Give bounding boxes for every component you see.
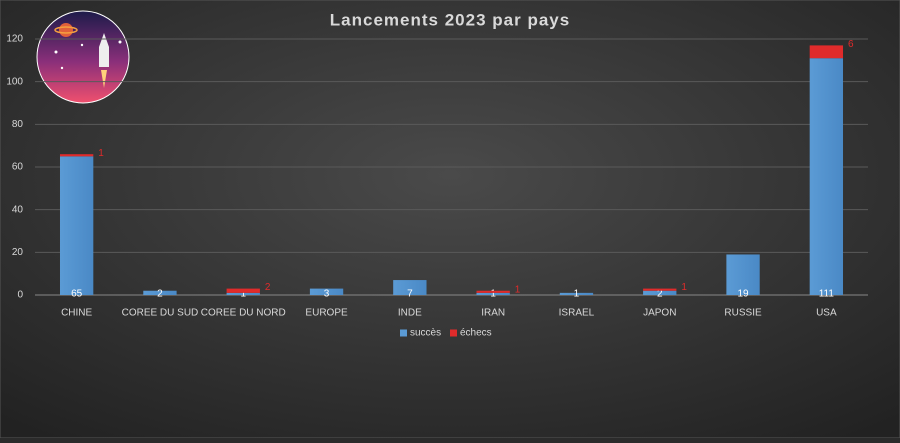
bar-segment bbox=[226, 288, 260, 293]
x-tick-label: USA bbox=[816, 308, 837, 319]
y-tick-label: 40 bbox=[12, 204, 24, 215]
value-label: 1 bbox=[490, 289, 496, 300]
y-tick-label: 100 bbox=[6, 76, 23, 87]
y-tick-label: 20 bbox=[12, 247, 24, 258]
bar-segment bbox=[476, 290, 510, 293]
value-label: 1 bbox=[681, 282, 687, 293]
legend-swatch bbox=[450, 329, 457, 337]
logo bbox=[36, 10, 130, 104]
bar-segment bbox=[309, 288, 344, 295]
value-label: 2 bbox=[657, 289, 663, 300]
bar-segment bbox=[476, 292, 510, 295]
bar-segment bbox=[393, 280, 427, 295]
bar-segment bbox=[59, 154, 94, 157]
value-label: 6 bbox=[848, 39, 854, 50]
value-label: 3 bbox=[324, 289, 330, 300]
x-tick-label: CHINE bbox=[61, 308, 92, 319]
bar-segment bbox=[143, 290, 177, 295]
value-label: 1 bbox=[574, 289, 580, 300]
y-tick-label: 80 bbox=[12, 119, 24, 130]
value-label: 111 bbox=[819, 289, 835, 300]
value-label: 1 bbox=[240, 289, 246, 300]
y-tick-label: 120 bbox=[6, 34, 23, 45]
x-tick-label: INDE bbox=[398, 308, 422, 319]
value-label: 2 bbox=[265, 282, 271, 293]
x-tick-label: COREE DU SUD bbox=[122, 308, 199, 319]
legend-label: succès bbox=[410, 328, 441, 339]
value-label: 7 bbox=[407, 289, 413, 300]
bar-segment bbox=[809, 45, 844, 59]
legend-label: échecs bbox=[460, 328, 492, 339]
value-label: 2 bbox=[157, 289, 163, 300]
x-tick-label: COREE DU NORD bbox=[201, 308, 286, 319]
bar-segment bbox=[726, 254, 760, 295]
bar-segment bbox=[226, 292, 260, 295]
bar-segment bbox=[59, 156, 94, 295]
chart-title: Lancements 2023 par pays bbox=[330, 10, 570, 29]
value-label: 1 bbox=[98, 148, 104, 159]
x-tick-label: JAPON bbox=[643, 308, 676, 319]
bar-segment bbox=[809, 58, 844, 296]
y-tick-label: 0 bbox=[17, 290, 23, 301]
bar-segment bbox=[643, 288, 677, 291]
value-label: 65 bbox=[71, 289, 83, 300]
bar-segment bbox=[559, 292, 594, 295]
value-label: 19 bbox=[737, 289, 749, 300]
legend-swatch bbox=[400, 329, 407, 337]
x-tick-label: RUSSIE bbox=[724, 308, 762, 319]
x-tick-label: EUROPE bbox=[305, 308, 348, 319]
x-tick-label: ISRAEL bbox=[559, 308, 595, 319]
bar-segment bbox=[643, 290, 677, 295]
x-tick-label: IRAN bbox=[481, 308, 505, 319]
value-label: 1 bbox=[515, 284, 521, 295]
y-tick-label: 60 bbox=[12, 162, 24, 173]
